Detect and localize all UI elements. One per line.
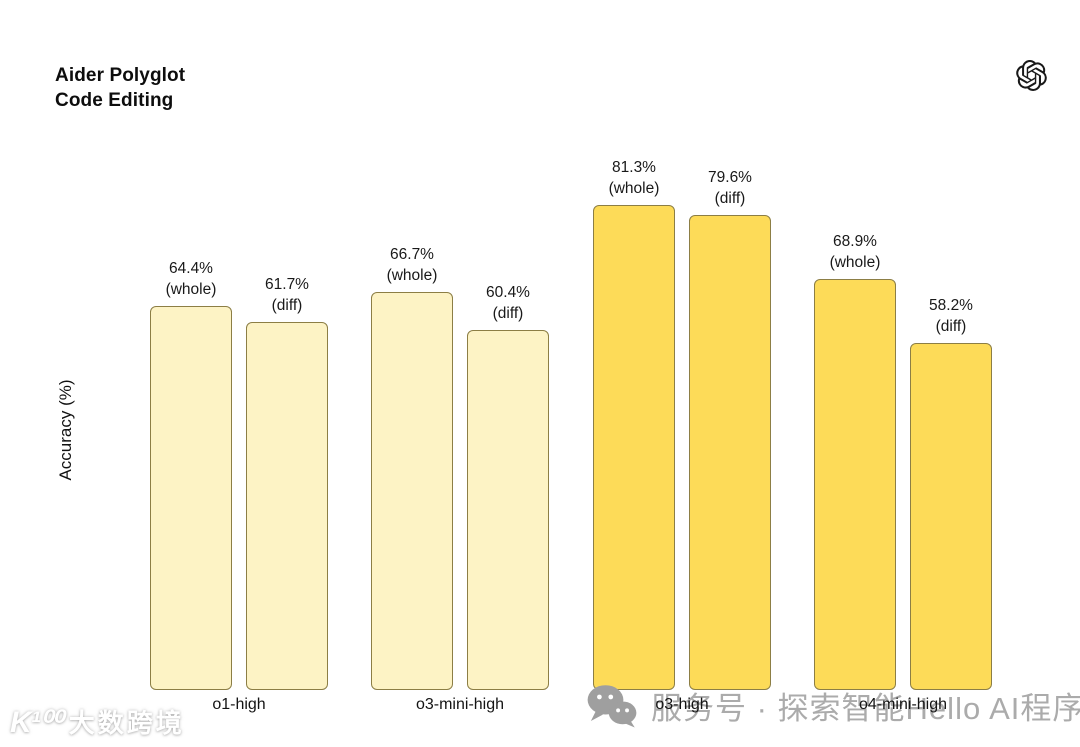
bar-o1-high-diff: 61.7% (diff) xyxy=(246,276,328,690)
bar-value-label-o3-mini-high-diff: 60.4% (diff) xyxy=(486,284,530,322)
bar-o4-mini-high-diff: 58.2% (diff) xyxy=(910,297,992,690)
y-axis-label: Accuracy (%) xyxy=(56,379,75,481)
bar-value-label-o1-high-whole: 64.4% (whole) xyxy=(165,260,217,298)
bar-o3-high-whole: 81.3% (whole) xyxy=(593,159,675,690)
x-axis-label-o3-high: o3-high xyxy=(655,696,709,713)
chart-title-line2: Code Editing xyxy=(55,90,174,111)
wechat-icon xyxy=(587,685,637,728)
openai-logo-icon xyxy=(1016,60,1047,92)
watermark-brand: K¹⁰⁰ 大数跨境 xyxy=(10,703,185,740)
bar-value-label-o4-mini-high-diff: 58.2% (diff) xyxy=(929,297,973,335)
x-axis-label-o1-high: o1-high xyxy=(212,696,266,713)
x-axis-label-o3-mini-high: o3-mini-high xyxy=(415,696,505,713)
x-axis-label-o4-mini-high: o4-mini-high xyxy=(858,696,948,713)
bar-value-label-o3-mini-high-whole: 66.7% (whole) xyxy=(386,246,438,284)
chart-title-line1: Aider Polyglot xyxy=(55,65,186,86)
k100-logo: K¹⁰⁰ xyxy=(10,706,63,739)
bar-value-label-o3-high-diff: 79.6% (diff) xyxy=(708,169,752,207)
watermark-brand-text: 大数跨境 xyxy=(68,708,185,738)
bar-o1-high-whole: 64.4% (whole) xyxy=(150,260,232,690)
bar-o4-mini-high-whole: 68.9% (whole) xyxy=(814,233,896,690)
bar-o3-mini-high-diff: 60.4% (diff) xyxy=(467,284,549,690)
watermark-wechat-text: 服务号 · 探索智能Hello AI程序 xyxy=(651,691,1080,726)
bar-value-label-o1-high-diff: 61.7% (diff) xyxy=(265,276,309,314)
bar-value-label-o4-mini-high-whole: 68.9% (whole) xyxy=(829,233,881,271)
bar-value-label-o3-high-whole: 81.3% (whole) xyxy=(608,159,660,197)
plot-area: 64.4% (whole) 61.7% (diff) o1-high 66.7% (whol… xyxy=(150,93,1020,713)
chart-title: Aider Polyglot Code Editing xyxy=(55,63,185,113)
bar-o3-high-diff: 79.6% (diff) xyxy=(689,169,771,690)
bar-o3-mini-high-whole: 66.7% (whole) xyxy=(371,246,453,690)
watermark-wechat: 服务号 · 探索智能Hello AI程序 xyxy=(586,682,1080,729)
